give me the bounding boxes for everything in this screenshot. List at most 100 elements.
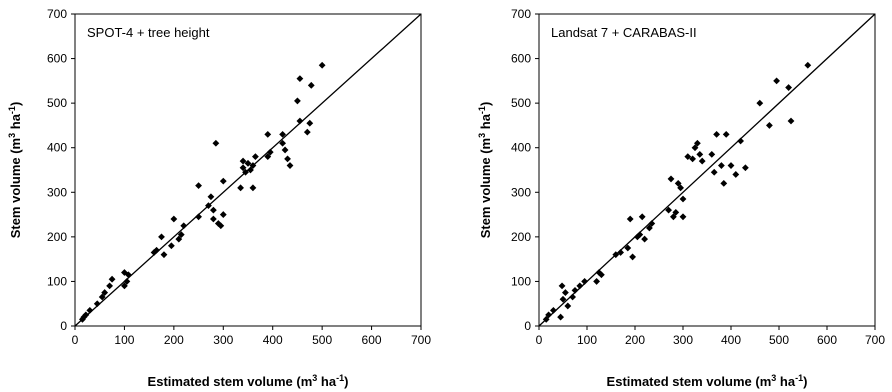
y-tick-label: 600 (47, 52, 67, 66)
data-point (648, 220, 656, 227)
data-point (646, 224, 653, 232)
data-point (266, 148, 274, 156)
data-point (177, 231, 185, 239)
data-point (787, 117, 795, 125)
data-point (249, 162, 257, 169)
data-point (629, 253, 636, 261)
data-point (279, 139, 286, 147)
y-tick-label: 400 (511, 141, 531, 155)
x-axis-title: Estimated stem volume (m3 ha-1) (148, 373, 349, 389)
data-point (106, 282, 113, 290)
x-tick-label: 700 (865, 333, 885, 347)
data-point (550, 307, 557, 314)
data-point (727, 162, 735, 169)
data-point (195, 213, 202, 221)
x-tick-label: 400 (263, 333, 283, 347)
data-point (167, 242, 175, 250)
data-point (244, 159, 252, 167)
data-point (564, 302, 572, 310)
data-point (713, 130, 720, 138)
data-point (264, 130, 272, 138)
data-point (214, 220, 222, 227)
data-point (672, 208, 680, 216)
data-point (210, 215, 217, 223)
data-point (804, 61, 812, 69)
data-point (684, 153, 692, 161)
x-tick-label: 500 (312, 333, 332, 347)
y-tick-label: 0 (60, 319, 67, 333)
data-point (542, 315, 550, 323)
data-point (318, 61, 326, 69)
data-point (698, 157, 706, 165)
data-point (170, 215, 178, 223)
data-point (722, 130, 730, 138)
data-point (718, 162, 725, 169)
y-axis-title: Stem volume (m3 ha-1) (477, 102, 493, 239)
panel-title: SPOT-4 + tree height (87, 25, 210, 40)
x-tick-label: 500 (769, 333, 789, 347)
data-point (598, 271, 605, 279)
data-point (237, 184, 244, 192)
x-tick-label: 100 (114, 333, 134, 347)
data-point (773, 77, 780, 85)
y-tick-label: 700 (47, 7, 67, 21)
y-tick-label: 100 (47, 274, 67, 288)
data-point (264, 153, 272, 161)
data-point (756, 99, 764, 107)
x-tick-label: 200 (625, 333, 645, 347)
data-point (160, 251, 168, 259)
data-point (737, 137, 744, 145)
x-tick-label: 600 (817, 333, 837, 347)
data-point (558, 282, 566, 290)
data-point (670, 213, 677, 221)
plot-frame (74, 13, 422, 327)
data-point (691, 144, 699, 152)
data-point (108, 275, 116, 283)
data-point (93, 300, 101, 308)
data-point (210, 206, 217, 214)
data-point (153, 246, 160, 254)
x-tick-label: 100 (577, 333, 597, 347)
data-point (281, 146, 289, 154)
data-point (708, 151, 716, 158)
data-point (242, 168, 249, 176)
data-point (286, 162, 294, 169)
data-point (296, 75, 304, 83)
data-point (158, 233, 165, 241)
data-point (581, 278, 588, 285)
data-point (249, 184, 257, 192)
y-tick-label: 400 (47, 141, 67, 155)
data-point (101, 289, 109, 296)
data-point (212, 139, 220, 147)
data-point (195, 182, 202, 189)
x-tick-label: 0 (536, 333, 543, 347)
y-tick-label: 0 (524, 319, 531, 333)
data-point (294, 97, 301, 105)
y-tick-label: 300 (511, 185, 531, 199)
data-point (239, 164, 247, 172)
x-tick-label: 700 (411, 333, 431, 347)
y-tick-label: 500 (47, 96, 67, 110)
data-point (696, 151, 704, 158)
data-point (710, 168, 718, 176)
data-point (641, 235, 648, 243)
x-tick-label: 600 (362, 333, 382, 347)
x-tick-label: 400 (721, 333, 741, 347)
chart-panel-2: 0 100 200 300 400 500 600 700 0 100 200 300 400 500 60… (477, 7, 885, 389)
data-point (562, 289, 569, 296)
data-point (576, 282, 584, 290)
x-tick-label: 300 (673, 333, 693, 347)
data-point (674, 179, 682, 187)
data-point (689, 155, 696, 163)
data-point (217, 222, 225, 230)
data-point (559, 295, 567, 303)
data-point (571, 286, 579, 294)
x-tick-label: 300 (213, 333, 233, 347)
data-point (694, 139, 701, 147)
data-point (667, 175, 675, 183)
data-point (80, 313, 88, 321)
one-to-one-line (538, 13, 876, 327)
data-point (124, 271, 132, 279)
data-point (679, 195, 687, 203)
